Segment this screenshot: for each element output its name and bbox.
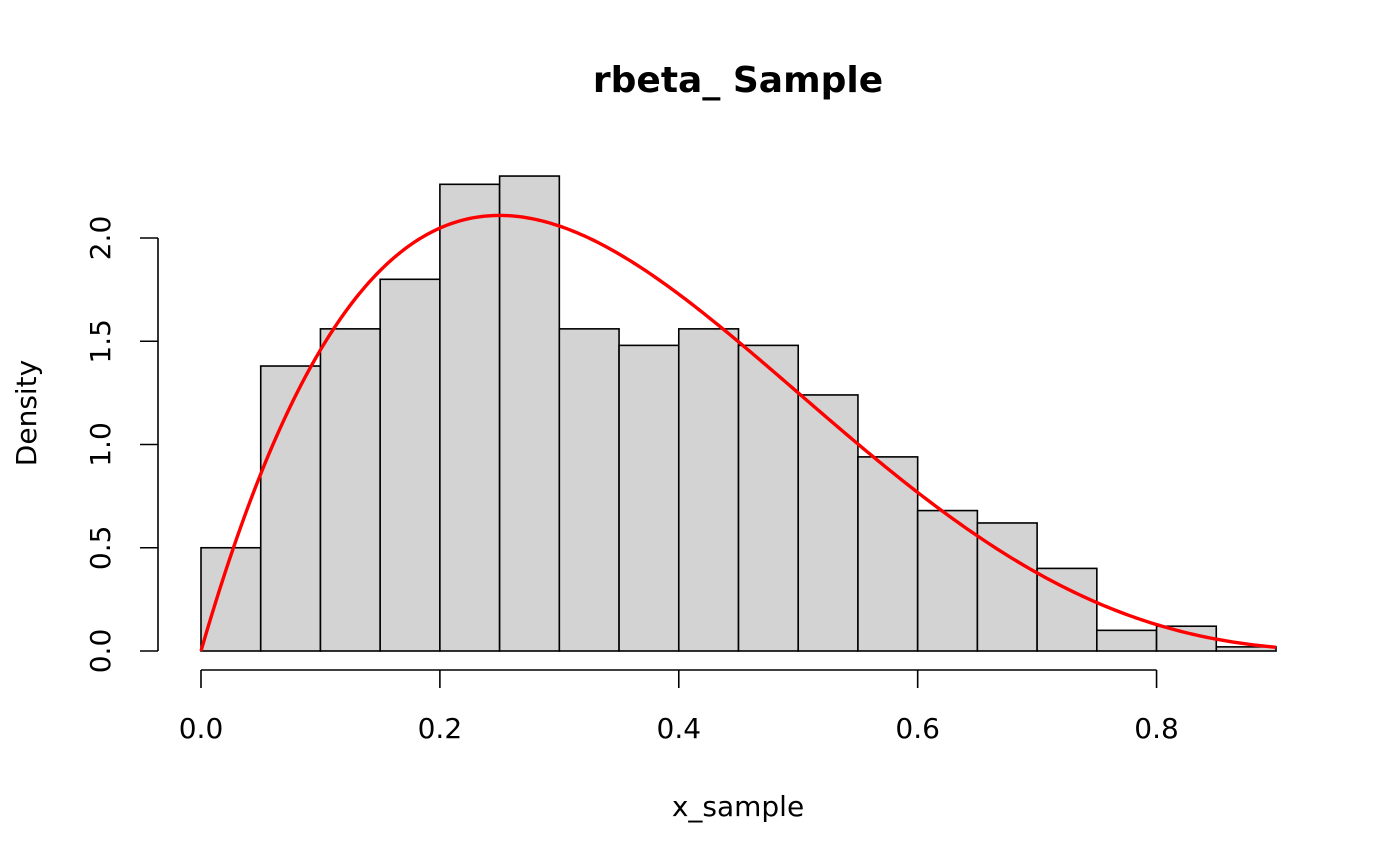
histogram-bar xyxy=(857,456,919,652)
histogram-bars xyxy=(200,175,1277,652)
histogram-bar xyxy=(1096,629,1158,652)
histogram-bar xyxy=(319,328,381,652)
histogram-bar xyxy=(916,509,979,652)
x-tick-label: 0.4 xyxy=(657,712,702,745)
histogram-bar xyxy=(797,394,859,652)
x-axis-label: x_sample xyxy=(672,790,804,823)
chart-title: rbeta_ Sample xyxy=(593,60,883,101)
x-tick-label: 0.6 xyxy=(895,712,940,745)
histogram-bar xyxy=(498,175,561,652)
y-tick-label: 0.5 xyxy=(84,526,117,571)
x-axis: 0.0 0.2 0.4 0.6 0.8 xyxy=(179,669,1179,745)
y-axis: 0.0 0.5 1.0 1.5 2.0 xyxy=(84,216,159,674)
y-tick-label: 1.0 xyxy=(84,422,117,467)
beta-density-curve xyxy=(199,213,1277,652)
x-tick-label: 0.8 xyxy=(1134,712,1179,745)
y-tick-label: 1.5 xyxy=(84,319,117,364)
y-axis-label: Density xyxy=(10,360,43,466)
x-tick-label: 0.2 xyxy=(418,712,463,745)
y-tick-label: 0.0 xyxy=(84,629,117,674)
histogram-bar xyxy=(618,344,680,652)
histogram-bar xyxy=(200,546,262,652)
histogram-bar xyxy=(558,328,620,652)
histogram-bar xyxy=(737,344,800,652)
histogram-bar xyxy=(677,328,740,652)
y-tick-label: 2.0 xyxy=(84,216,117,261)
histogram-bar xyxy=(439,183,501,652)
histogram-bar xyxy=(259,365,322,652)
histogram-bar xyxy=(1215,646,1277,652)
x-tick-label: 0.0 xyxy=(179,712,224,745)
histogram-bar xyxy=(379,278,441,652)
histogram-bar xyxy=(1036,567,1098,652)
